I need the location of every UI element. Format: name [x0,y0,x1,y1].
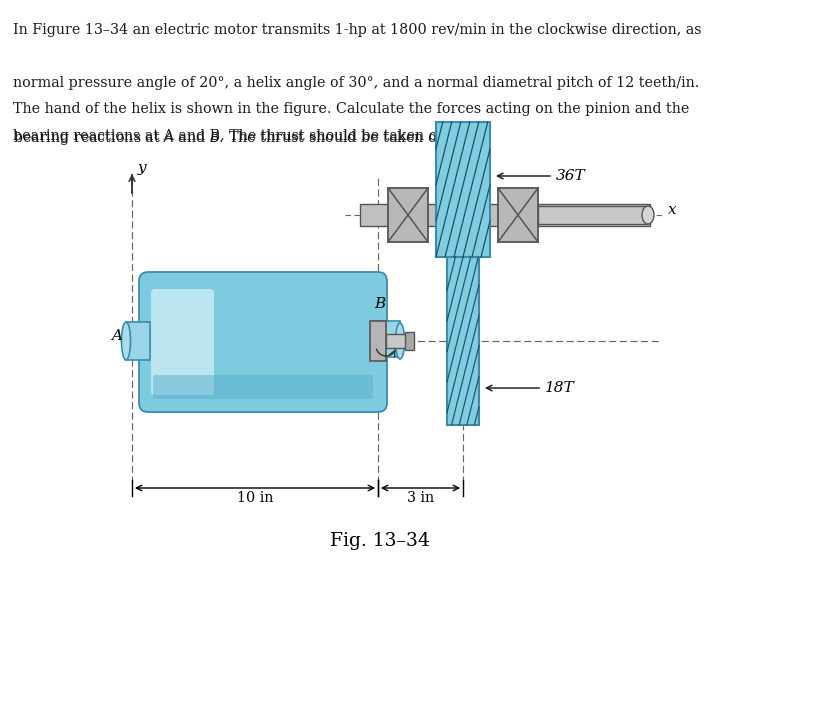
Bar [405,332,414,350]
FancyBboxPatch shape [139,272,387,412]
Text: B: B [374,297,385,311]
Text: In Figure 13–34 an electric motor transmits 1-hp at 1800 rev/min in the clockwis: In Figure 13–34 an electric motor transm… [13,23,702,37]
Text: normal pressure angle of 20°, a helix angle of 30°, and a normal diametral pitch: normal pressure angle of 20°, a helix an… [13,76,699,90]
Text: viewed from the positive $x$-$axis$. Keyed to the motor shaft is an 18-tooth hel: viewed from the positive $x$-$axis$. Key… [0,712,1,713]
Text: 3 in: 3 in [407,491,434,505]
Bar [370,321,386,361]
Bar [388,188,428,242]
Text: The hand of the helix is shown in the figure. Calculate the forces acting on the: The hand of the helix is shown in the fi… [13,103,690,116]
Text: y: y [138,161,147,175]
Bar [447,257,479,425]
Text: 18T: 18T [545,381,575,395]
Ellipse shape [396,323,405,359]
Bar [436,122,490,257]
Bar [360,204,650,226]
Bar [386,334,406,348]
Text: viewed from the positive x-axis. Keyed to the motor shaft is an 18-tooth helical: viewed from the positive x-axis. Keyed t… [0,712,1,713]
FancyBboxPatch shape [153,375,373,399]
Text: bearing reactions at $A$ and $B$. The thrust should be taken out at $A$.: bearing reactions at $A$ and $B$. The th… [13,129,490,147]
Bar [538,206,648,224]
Text: 10 in: 10 in [237,491,274,505]
Bar [498,188,538,242]
Text: Fig. 13–34: Fig. 13–34 [329,532,429,550]
FancyBboxPatch shape [151,289,214,395]
Ellipse shape [121,322,130,360]
Bar [126,322,150,360]
Ellipse shape [642,206,654,224]
Text: 36T: 36T [556,169,586,183]
Text: x: x [668,203,676,217]
Text: bearing reactions at A and B. The thrust should be taken out at A.: bearing reactions at A and B. The thrust… [13,129,491,143]
Text: A: A [111,329,122,343]
Bar [378,321,400,357]
